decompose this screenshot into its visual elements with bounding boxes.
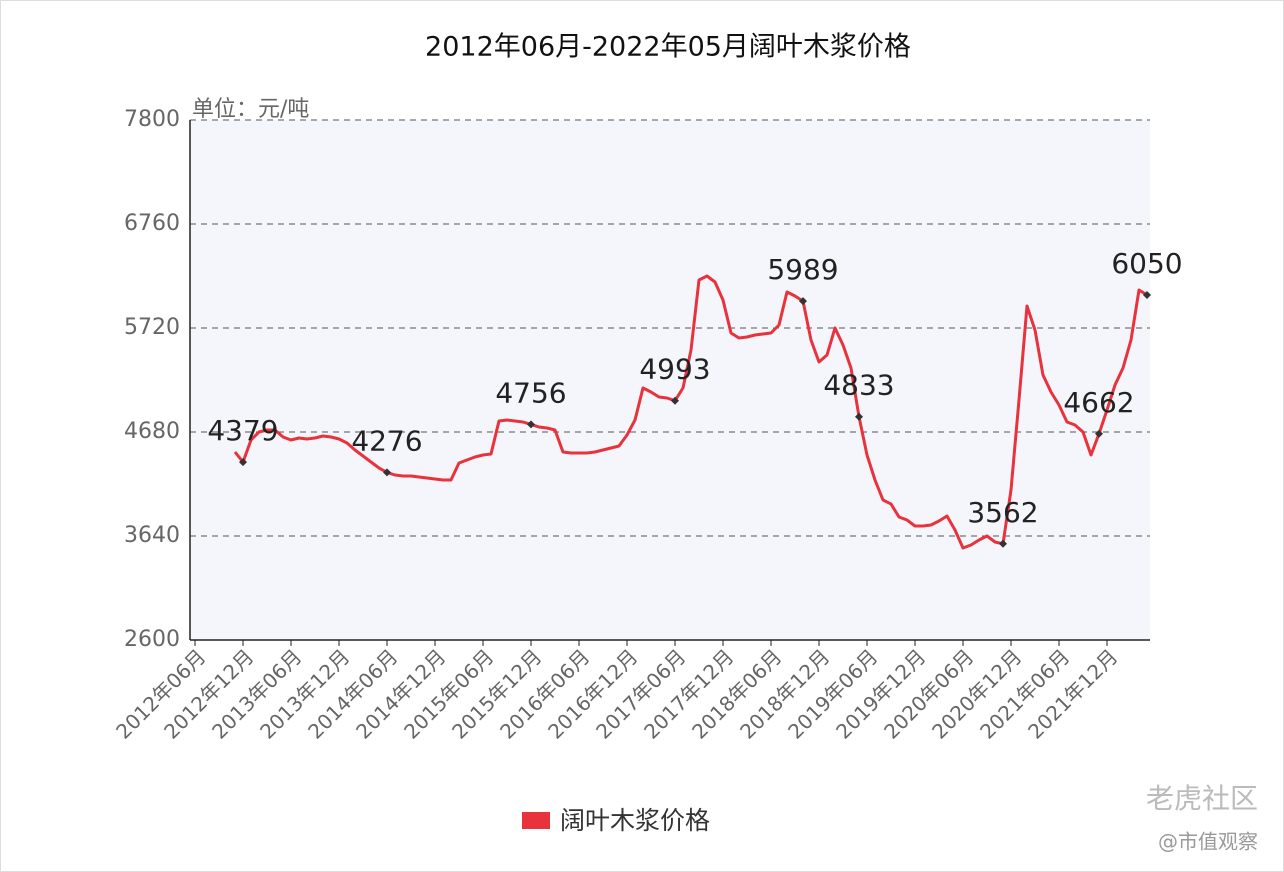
data-label: 3562	[967, 496, 1038, 529]
point-marker	[671, 396, 679, 405]
chart-title: 2012年06月-2022年05月阔叶木浆价格	[425, 32, 911, 63]
data-label: 5989	[767, 253, 838, 286]
point-marker	[999, 539, 1007, 548]
data-label: 6050	[1111, 247, 1182, 280]
point-marker	[383, 468, 391, 477]
data-label: 4833	[823, 369, 894, 402]
y-tick-label: 7800	[124, 107, 180, 132]
data-label: 4379	[207, 414, 278, 447]
data-label: 4662	[1063, 386, 1134, 419]
legend-swatch	[522, 812, 550, 829]
point-marker	[855, 412, 863, 421]
point-marker	[799, 297, 807, 306]
point-marker	[239, 458, 247, 467]
point-marker	[527, 420, 535, 429]
data-label: 4276	[351, 424, 422, 457]
data-label: 4993	[639, 353, 710, 386]
watermark-brand: 老虎社区	[1146, 782, 1258, 815]
point-marker	[1095, 429, 1103, 438]
point-marker	[1143, 291, 1151, 299]
data-label: 4756	[495, 376, 566, 409]
y-tick-label: 4680	[124, 419, 180, 444]
y-tick-label: 6760	[124, 211, 180, 236]
y-tick-label: 5720	[124, 315, 180, 340]
y-tick-label: 2600	[124, 627, 180, 652]
watermark-handle: @市值观察	[1158, 830, 1258, 854]
y-unit: 单位：元/吨	[192, 97, 309, 122]
plot-area	[190, 120, 1150, 640]
y-tick-label: 3640	[124, 523, 180, 548]
legend-label: 阔叶木浆价格	[560, 806, 710, 835]
